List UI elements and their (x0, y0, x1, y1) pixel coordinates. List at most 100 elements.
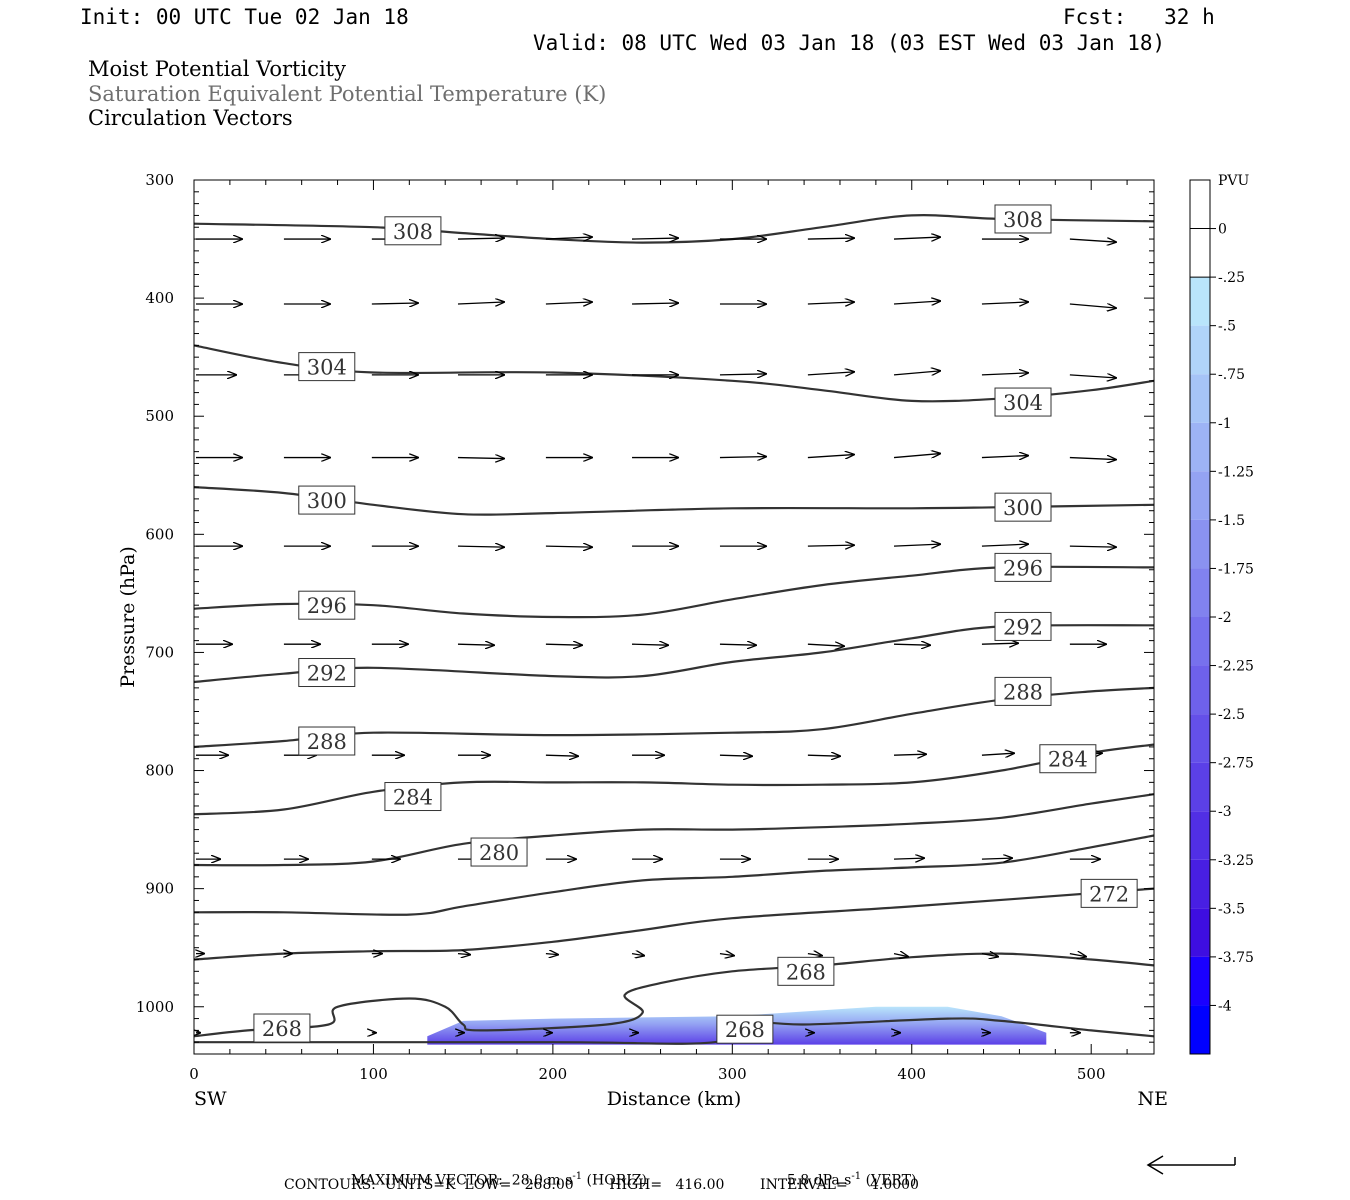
circulation-vector (371, 303, 418, 304)
contour-label-292: 292 (307, 662, 347, 686)
circulation-vector (457, 954, 470, 955)
contour-label-300: 300 (1003, 496, 1043, 520)
circulation-vector (981, 858, 1012, 859)
colorbar-band-1 (1190, 228, 1210, 278)
colorbar-label-3: -.75 (1218, 367, 1245, 383)
contour-label-box (994, 492, 1052, 522)
contour-label-288: 288 (307, 730, 347, 754)
y-tick-label-0: 300 (145, 171, 174, 189)
contour-label-box (994, 204, 1052, 234)
circulation-vector (807, 302, 854, 304)
contour-276-8 (194, 834, 1154, 916)
colorbar-label-11: -2.75 (1218, 756, 1254, 772)
max-vector-line: MAXIMUM VECTOR: 28.0 m s-1 (HORIZ) (342, 1158, 647, 1188)
circulation-vector (807, 545, 854, 546)
horiz-value: 28.0 m s (511, 1172, 573, 1189)
colorbar-label-2: -.5 (1218, 319, 1236, 335)
colorbar-label-13: -3.25 (1218, 853, 1254, 869)
circulation-vector (807, 455, 854, 458)
contour-label-box (298, 485, 356, 515)
contour-label-308: 308 (1003, 208, 1043, 232)
circulation-vector (807, 954, 822, 956)
circulation-vector (807, 372, 854, 375)
circulation-vector (981, 954, 998, 957)
contour-label-296: 296 (307, 594, 347, 618)
circulation-vector (719, 954, 734, 956)
colorbar-band-11 (1190, 714, 1210, 763)
colorbar-label-9: -2.25 (1218, 659, 1254, 675)
colorbar-band-15 (1190, 908, 1210, 957)
circulation-vector (981, 373, 1028, 375)
colorbar-band-2 (1190, 277, 1210, 326)
circulation-vector (893, 544, 940, 546)
circulation-vector (981, 302, 1028, 304)
colorbar-band-3 (1190, 325, 1210, 375)
contour-label-268: 268 (725, 1018, 765, 1042)
field-label-mpv: Moist Potential Vorticity (88, 57, 346, 81)
circulation-vector (545, 302, 592, 304)
colorbar-label-10: -2.5 (1218, 707, 1245, 723)
contour-284-6 (194, 743, 1154, 816)
x-tick-label-4: 400 (897, 1065, 926, 1083)
y-tick-label-6: 900 (145, 880, 174, 898)
circulation-vector (545, 644, 582, 645)
colorbar-band-13 (1190, 811, 1210, 860)
contour-label-box (994, 387, 1052, 417)
contour-label-308: 308 (393, 220, 433, 244)
field-label-theta-es: Saturation Equivalent Potential Temperat… (88, 82, 607, 106)
forecast-hour: Fcst: 32 h (1063, 5, 1215, 29)
circulation-vector (545, 237, 592, 239)
circulation-vector (807, 644, 844, 646)
circulation-vector (1069, 458, 1116, 460)
circulation-vector (545, 755, 578, 756)
contour-280-7 (194, 793, 1154, 867)
contour-label-box (716, 1014, 774, 1044)
colorbar-label-5: -1.25 (1218, 464, 1254, 480)
x-tick-label-1: 100 (359, 1065, 388, 1083)
field-label-vectors: Circulation Vectors (88, 106, 293, 130)
circulation-vector (981, 643, 1018, 644)
init-time: Init: 00 UTC Tue 02 Jan 18 (80, 5, 409, 29)
circulation-vector (457, 644, 494, 645)
circulation-vector (1069, 546, 1116, 547)
colorbar-band-4 (1190, 374, 1210, 423)
y-tick-label-1: 400 (145, 289, 174, 307)
colorbar-label-4: -1 (1218, 416, 1232, 432)
contour-label-300: 300 (307, 489, 347, 513)
circulation-vector (632, 238, 678, 239)
contour-label-292: 292 (1003, 615, 1043, 639)
x-tick-label-2: 200 (539, 1065, 568, 1083)
circulation-vector (719, 457, 766, 458)
circulation-vector (719, 644, 756, 645)
contour-label-296: 296 (1003, 556, 1043, 580)
y-tick-label-7: 1000 (136, 998, 174, 1016)
contour-label-box (1039, 744, 1097, 774)
colorbar-band-min (1190, 1005, 1210, 1054)
colorbar-band-12 (1190, 762, 1210, 812)
contour-label-box (994, 676, 1052, 706)
colorbar-label-8: -2 (1218, 610, 1232, 626)
circulation-vector (545, 546, 592, 547)
valid-time: Valid: 08 UTC Wed 03 Jan 18 (03 EST Wed … (533, 31, 1166, 55)
contour-info: CONTOURS: UNITS=K LOW= 268.00 HIGH= 416.… (284, 1177, 919, 1193)
circulation-vector (893, 371, 940, 375)
circulation-vector (894, 644, 930, 645)
contour-label-box (777, 956, 835, 986)
colorbar-band-16 (1190, 956, 1210, 1006)
circulation-vector (457, 458, 504, 459)
y-tick-label-3: 600 (145, 525, 174, 543)
contour-label-box (1080, 878, 1138, 908)
x-tick-label-3: 300 (718, 1065, 747, 1083)
vert-value-line: 5.8 dPa s-1 (VERT) (778, 1158, 917, 1188)
max-vector-label: MAXIMUM VECTOR: (350, 1172, 503, 1189)
circulation-vector (981, 544, 1028, 546)
colorbar-band-14 (1190, 859, 1210, 909)
circulation-vector (719, 374, 766, 375)
colorbar-label-0: 0 (1218, 222, 1227, 238)
y-tick-label-2: 500 (145, 407, 174, 425)
circulation-vector (457, 302, 504, 304)
circulation-vector (1069, 304, 1116, 308)
colorbar-band-7 (1190, 519, 1210, 569)
y-tick-label-5: 800 (145, 762, 174, 780)
circulation-vector (457, 546, 504, 547)
